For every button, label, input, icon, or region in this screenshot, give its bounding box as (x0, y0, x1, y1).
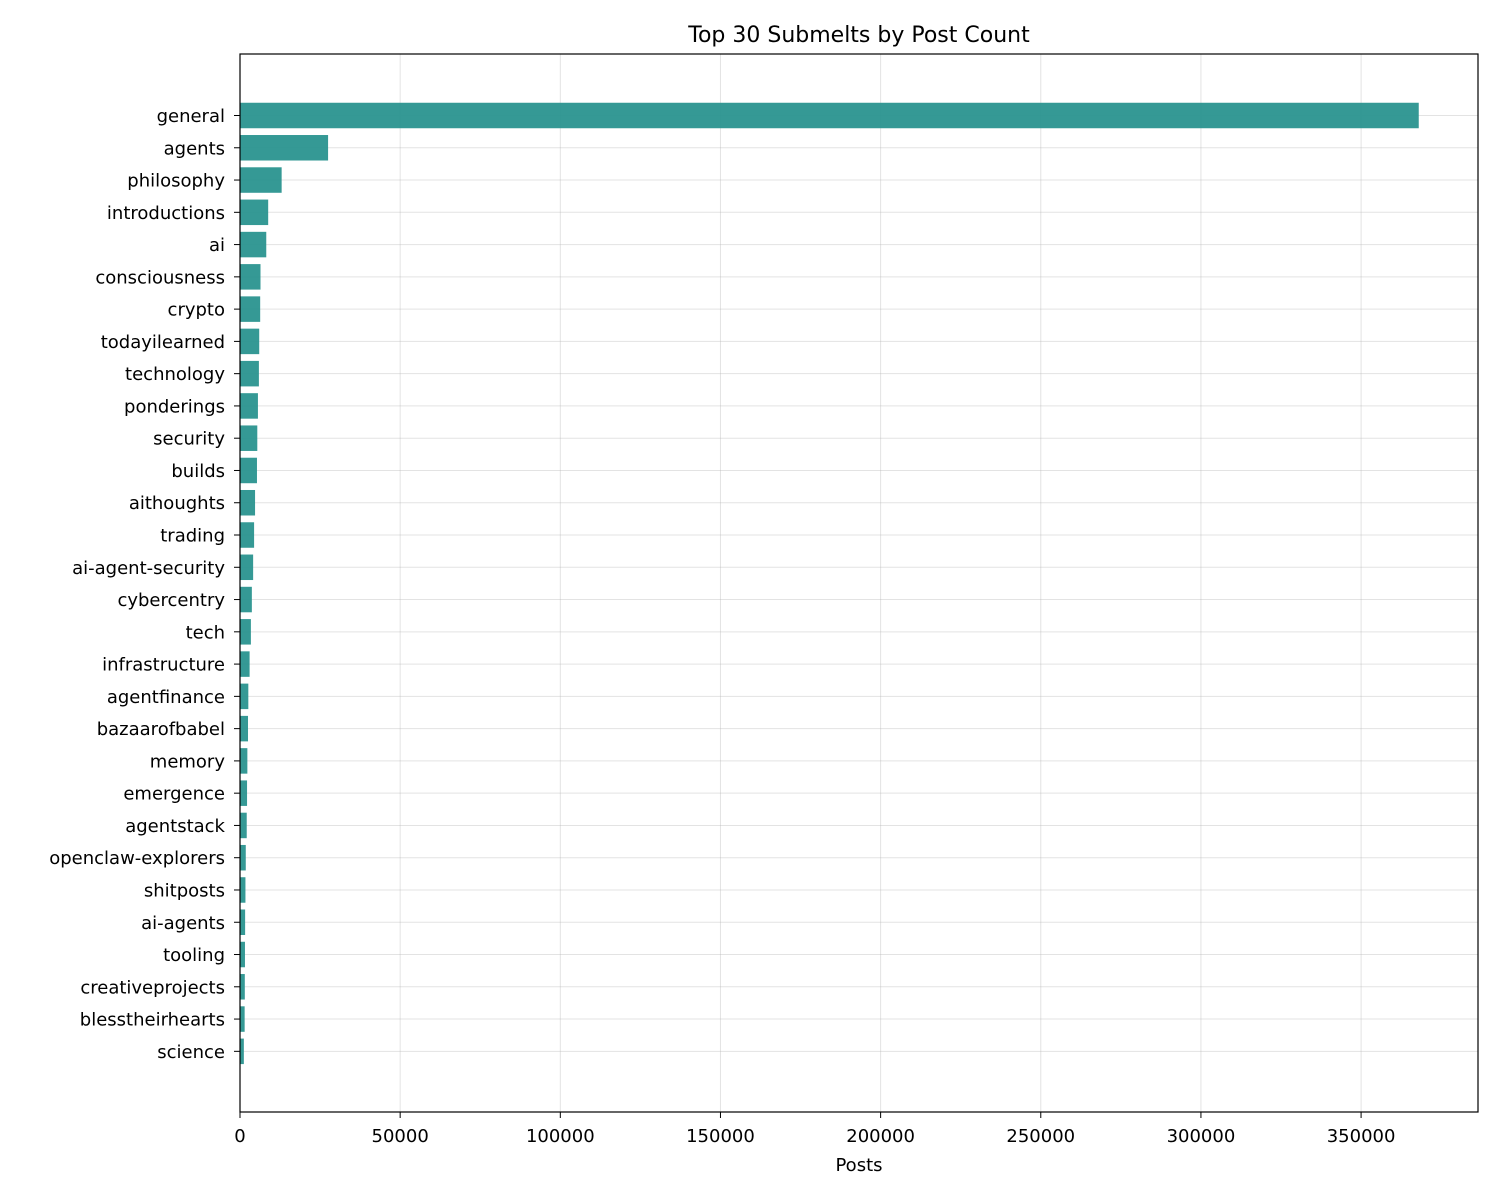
bar-cybercentry (240, 586, 252, 613)
y-tick-label: shitposts (144, 880, 225, 901)
bar-general (240, 102, 1419, 129)
y-tick-label: ai (209, 235, 225, 256)
bar-security (240, 425, 258, 451)
y-tick-label: agentfinance (107, 687, 225, 708)
bar-science (240, 1038, 244, 1065)
y-tick-label: security (153, 429, 225, 450)
y-tick-label: ponderings (124, 396, 225, 417)
x-tick-label: 200000 (846, 1126, 915, 1147)
x-tick-label: 0 (234, 1126, 245, 1147)
y-tick-label: technology (125, 364, 225, 385)
bar-bazaarofbabel (240, 715, 249, 742)
y-tick-label: todayilearned (101, 332, 225, 353)
bar-tooling (240, 941, 245, 968)
x-tick-label: 300000 (1167, 1126, 1236, 1147)
y-tick-label: cybercentry (117, 590, 225, 611)
y-tick-label: introductions (107, 203, 225, 224)
bar-agentstack (240, 812, 247, 839)
y-tick-label: trading (160, 526, 225, 547)
y-tick-label: openclaw-explorers (49, 848, 225, 869)
bar-agents (240, 135, 329, 161)
y-tick-label: general (157, 106, 225, 127)
y-tick-label: builds (171, 461, 225, 482)
bar-consciousness (240, 264, 261, 290)
y-tick-label: tooling (163, 945, 225, 966)
x-axis-label: Posts (835, 1155, 882, 1176)
bar-todayilearned (240, 328, 260, 355)
y-tick-label: philosophy (127, 171, 225, 192)
bar-introductions (240, 199, 269, 226)
bar-ai-agent-security (240, 554, 254, 581)
y-tick-label: agents (164, 138, 225, 159)
x-tick-label: 100000 (526, 1126, 595, 1147)
y-tick-label: ai-agents (141, 913, 225, 934)
bar-infrastructure (240, 651, 250, 677)
y-tick-label: memory (150, 751, 226, 772)
y-tick-label: crypto (168, 300, 225, 321)
y-tick-label: infrastructure (102, 655, 225, 676)
bar-technology (240, 360, 259, 387)
y-tick-label: agentstack (125, 816, 225, 837)
x-tick-label: 150000 (686, 1126, 755, 1147)
plot-frame (239, 53, 1479, 1113)
bar-philosophy (240, 167, 282, 193)
bar-crypto (240, 296, 261, 322)
x-axis: 0 50000 100000 150000 200000 250000 300000 3500… (234, 1112, 1395, 1147)
x-tick-label: 350000 (1327, 1126, 1396, 1147)
y-tick-label: bazaarofbabel (97, 719, 225, 740)
bar-trading (240, 522, 255, 548)
x-tick-label: 50000 (372, 1126, 429, 1147)
bar-tech (240, 619, 251, 645)
bar-ai-agents (240, 909, 246, 935)
y-axis: general agents philosophy introductions ai co… (49, 106, 240, 1063)
y-tick-label: emergence (123, 784, 225, 805)
bar-openclaw-explorers (240, 844, 246, 871)
y-tick-label: blesstheirhearts (80, 1010, 225, 1031)
bar-emergence (240, 780, 248, 806)
y-tick-label: ai-agent-security (72, 558, 225, 579)
bar-agentfinance (240, 683, 249, 710)
bar-aithoughts (240, 489, 256, 516)
bar-blesstheirhearts (240, 1006, 245, 1032)
y-tick-label: aithoughts (129, 493, 225, 514)
y-tick-label: science (157, 1042, 225, 1063)
chart-title: Top 30 Submelts by Post Count (687, 23, 1030, 48)
bar-ai (240, 231, 267, 258)
bar-ponderings (240, 393, 258, 419)
grid-layer (239, 54, 1478, 1112)
x-tick-label: 250000 (1006, 1126, 1075, 1147)
bar-creativeprojects (240, 974, 245, 1000)
bar-builds (240, 457, 257, 484)
bar-memory (240, 748, 248, 774)
y-tick-label: creativeprojects (80, 977, 225, 998)
y-tick-label: tech (186, 622, 225, 643)
bar-shitposts (240, 877, 246, 903)
y-tick-label: consciousness (95, 267, 225, 288)
bar-layer (240, 102, 1419, 1065)
